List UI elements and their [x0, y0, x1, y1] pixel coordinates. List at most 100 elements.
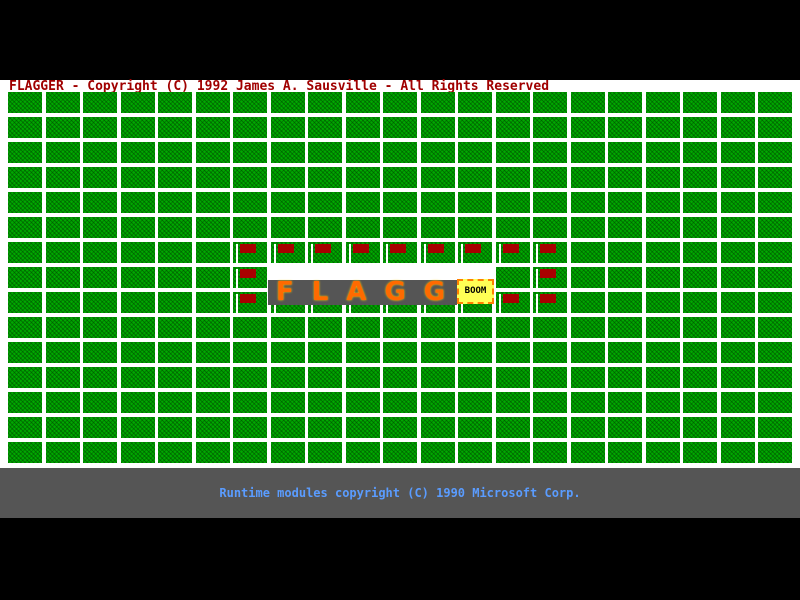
board-cell[interactable] — [270, 442, 305, 463]
board-cell[interactable] — [233, 292, 267, 313]
board-cell[interactable] — [120, 442, 155, 463]
board-cell[interactable] — [720, 92, 755, 113]
board-cell[interactable] — [608, 167, 642, 188]
board-cell[interactable] — [270, 367, 305, 388]
board-cell[interactable] — [608, 267, 642, 288]
board-cell[interactable] — [758, 392, 792, 413]
board-cell[interactable] — [495, 342, 530, 363]
board-cell[interactable] — [308, 242, 342, 263]
board-cell[interactable] — [758, 267, 792, 288]
board-cell[interactable] — [645, 242, 680, 263]
board-cell[interactable] — [570, 367, 605, 388]
board-cell[interactable] — [383, 367, 417, 388]
board-cell[interactable] — [570, 142, 605, 163]
board-cell[interactable] — [8, 167, 42, 188]
board-cell[interactable] — [270, 167, 305, 188]
board-cell[interactable] — [383, 317, 417, 338]
board-cell[interactable] — [8, 392, 42, 413]
board-cell[interactable] — [533, 167, 567, 188]
board-cell[interactable] — [570, 392, 605, 413]
board-cell[interactable] — [383, 217, 417, 238]
board-cell[interactable] — [645, 342, 680, 363]
board-cell[interactable] — [233, 167, 267, 188]
board-cell[interactable] — [120, 292, 155, 313]
board-cell[interactable] — [270, 217, 305, 238]
board-cell[interactable] — [608, 92, 642, 113]
board-cell[interactable] — [270, 117, 305, 138]
board-cell[interactable] — [383, 142, 417, 163]
board-cell[interactable] — [720, 267, 755, 288]
board-cell[interactable] — [383, 92, 417, 113]
board-cell[interactable] — [608, 117, 642, 138]
board-cell[interactable] — [158, 117, 192, 138]
board-cell[interactable] — [308, 367, 342, 388]
board-cell[interactable] — [120, 92, 155, 113]
board-cell[interactable] — [233, 417, 267, 438]
board-cell[interactable] — [495, 167, 530, 188]
board-cell[interactable] — [720, 142, 755, 163]
board-cell[interactable] — [570, 92, 605, 113]
board-cell[interactable] — [45, 242, 80, 263]
board-cell[interactable] — [570, 267, 605, 288]
board-cell[interactable] — [83, 317, 117, 338]
board-cell[interactable] — [383, 417, 417, 438]
board-cell[interactable] — [45, 142, 80, 163]
board-cell[interactable] — [495, 367, 530, 388]
board-cell[interactable] — [8, 417, 42, 438]
board-cell[interactable] — [233, 142, 267, 163]
board-cell[interactable] — [720, 367, 755, 388]
board-cell[interactable] — [83, 292, 117, 313]
board-cell[interactable] — [120, 167, 155, 188]
board-cell[interactable] — [420, 392, 455, 413]
board-cell[interactable] — [533, 217, 567, 238]
board-cell[interactable] — [233, 392, 267, 413]
board-cell[interactable] — [420, 442, 455, 463]
board-cell[interactable] — [308, 442, 342, 463]
board-cell[interactable] — [195, 442, 230, 463]
board-cell[interactable] — [608, 317, 642, 338]
board-cell[interactable] — [458, 142, 492, 163]
board-cell[interactable] — [83, 392, 117, 413]
board-cell[interactable] — [233, 117, 267, 138]
board-cell[interactable] — [195, 292, 230, 313]
game-board[interactable]: FLAGG BOOM — [0, 92, 800, 468]
board-cell[interactable] — [720, 167, 755, 188]
board-cell[interactable] — [758, 367, 792, 388]
board-cell[interactable] — [683, 342, 717, 363]
board-cell[interactable] — [195, 92, 230, 113]
board-cell[interactable] — [420, 317, 455, 338]
board-cell[interactable] — [270, 342, 305, 363]
board-cell[interactable] — [120, 142, 155, 163]
board-cell[interactable] — [420, 217, 455, 238]
board-cell[interactable] — [158, 442, 192, 463]
board-cell[interactable] — [608, 217, 642, 238]
board-cell[interactable] — [8, 317, 42, 338]
board-cell[interactable] — [83, 442, 117, 463]
board-cell[interactable] — [458, 117, 492, 138]
board-cell[interactable] — [233, 217, 267, 238]
board-cell[interactable] — [383, 392, 417, 413]
board-cell[interactable] — [758, 192, 792, 213]
board-cell[interactable] — [308, 117, 342, 138]
board-cell[interactable] — [120, 267, 155, 288]
board-cell[interactable] — [83, 342, 117, 363]
board-cell[interactable] — [495, 267, 530, 288]
board-cell[interactable] — [683, 417, 717, 438]
board-cell[interactable] — [645, 217, 680, 238]
board-cell[interactable] — [458, 192, 492, 213]
board-cell[interactable] — [608, 442, 642, 463]
board-cell[interactable] — [233, 442, 267, 463]
board-cell[interactable] — [458, 367, 492, 388]
board-cell[interactable] — [83, 92, 117, 113]
board-cell[interactable] — [570, 242, 605, 263]
board-cell[interactable] — [495, 392, 530, 413]
board-cell[interactable] — [570, 192, 605, 213]
board-cell[interactable] — [683, 242, 717, 263]
board-cell[interactable] — [8, 242, 42, 263]
board-cell[interactable] — [533, 367, 567, 388]
board-cell[interactable] — [83, 417, 117, 438]
board-cell[interactable] — [158, 392, 192, 413]
board-cell[interactable] — [195, 192, 230, 213]
board-cell[interactable] — [195, 317, 230, 338]
board-cell[interactable] — [45, 367, 80, 388]
